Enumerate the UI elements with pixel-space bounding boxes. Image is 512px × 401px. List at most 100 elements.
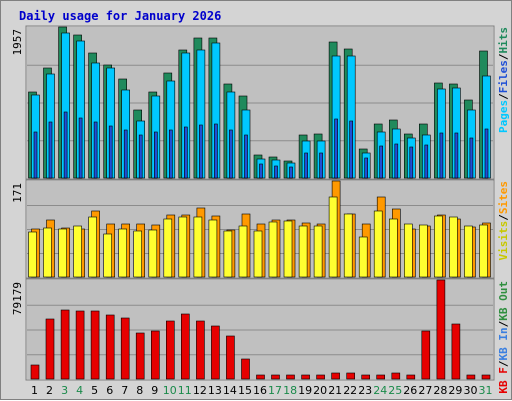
x-tick-label: 22 [343, 384, 357, 397]
x-tick-label: 26 [403, 384, 417, 397]
visits-bar [328, 196, 338, 278]
legend-entry: / [497, 320, 510, 327]
x-tick-label: 30 [464, 384, 478, 397]
kb-f-bar [196, 320, 205, 380]
visits-bar [118, 228, 127, 278]
kb-f-bar [466, 374, 476, 380]
pages-bar [379, 145, 384, 179]
pages-bar [108, 125, 113, 179]
kb-f-bar [45, 318, 55, 380]
pages-bar [319, 152, 323, 179]
x-tick-label: 21 [328, 384, 342, 397]
visits-bar [148, 229, 158, 278]
pages-bar [364, 157, 369, 179]
visits-bar [43, 227, 52, 278]
pages-bar [409, 146, 414, 179]
visits-bar [358, 236, 368, 278]
kb-f-bar [376, 374, 386, 380]
legend-entry: KB In [497, 327, 510, 360]
visits-bar [253, 230, 263, 278]
x-tick-label: 29 [448, 384, 462, 397]
pages-bar [199, 124, 203, 179]
visits-bar [238, 225, 248, 278]
kb-f-bar [316, 374, 325, 380]
kb-f-bar [120, 317, 130, 380]
kb-f-bar [90, 310, 100, 380]
pages-bar [424, 144, 429, 179]
x-tick-label: 14 [223, 384, 237, 397]
pages-bar [394, 143, 399, 179]
kb-f-bar [181, 313, 190, 380]
x-tick-label: 12 [193, 384, 207, 397]
pages-bar [63, 111, 68, 179]
x-tick-label: 8 [136, 384, 143, 397]
y-max-label: 79179 [11, 282, 24, 315]
chart-title: Daily usage for January 2026 [19, 9, 221, 23]
x-tick-label: 2 [46, 384, 53, 397]
pages-bar [138, 134, 143, 179]
panel-border [25, 278, 495, 381]
legend-entry: Visits [497, 221, 510, 261]
kb-f-bar [226, 335, 235, 380]
pages-bar [48, 121, 53, 179]
y-max-label: 171 [11, 183, 24, 203]
pages-bar [229, 129, 233, 179]
visits-bar [208, 219, 218, 278]
pages-bar [334, 118, 338, 179]
kb-f-bar [421, 330, 431, 380]
kb-f-bar [135, 332, 145, 380]
visits-bar [268, 221, 278, 278]
visits-bar [103, 233, 112, 278]
visits-bar [434, 215, 443, 278]
visits-bar [298, 225, 308, 278]
legend-entry: Hits [497, 27, 510, 54]
x-tick-label: 20 [313, 384, 327, 397]
kb-f-bar [481, 374, 491, 380]
x-tick-label: 3 [61, 384, 68, 397]
kb-f-bar [361, 374, 371, 380]
x-tick-label: 27 [418, 384, 432, 397]
x-tick-label: 24 [373, 384, 387, 397]
visits-bar [178, 216, 188, 278]
pages-bar [33, 131, 38, 179]
panel-border [25, 179, 495, 279]
x-tick-label: 17 [268, 384, 282, 397]
x-tick-label: 10 [163, 384, 177, 397]
legend-text: Pages/Files/Hits [497, 27, 510, 133]
pages-bar [169, 129, 173, 179]
x-tick-label: 18 [283, 384, 297, 397]
pages-bar [304, 152, 308, 179]
legend-entry: / [497, 53, 510, 60]
legend-entry: Pages [497, 100, 510, 133]
x-tick-label: 13 [208, 384, 222, 397]
kb-f-bar [391, 372, 401, 380]
visits-bar [403, 223, 413, 278]
visits-bar [193, 216, 203, 278]
kb-f-bar [30, 364, 40, 380]
kb-f-bar [256, 374, 265, 380]
legend-entry: / [497, 93, 510, 100]
kb-f-bar [271, 374, 280, 380]
pages-bar [289, 166, 293, 179]
visits-bar [418, 224, 428, 278]
x-tick-label: 7 [121, 384, 128, 397]
pages-bar [154, 131, 158, 179]
kb-f-bar [241, 358, 250, 380]
x-tick-label: 25 [388, 384, 402, 397]
visits-bar [73, 225, 82, 278]
pages-bar [484, 128, 489, 179]
kb-f-bar [301, 374, 310, 380]
visits-bar [283, 220, 293, 278]
x-tick-label: 9 [151, 384, 158, 397]
x-tick-label: 15 [238, 384, 252, 397]
x-tick-label: 31 [479, 384, 493, 397]
kb-f-bar [151, 330, 160, 380]
x-tick-label: 5 [91, 384, 98, 397]
legend-text: Visits/Sites [497, 181, 510, 261]
visits-bar [449, 216, 458, 278]
pages-bar [214, 123, 218, 179]
pages-bar [454, 132, 459, 179]
x-tick-label: 16 [253, 384, 267, 397]
